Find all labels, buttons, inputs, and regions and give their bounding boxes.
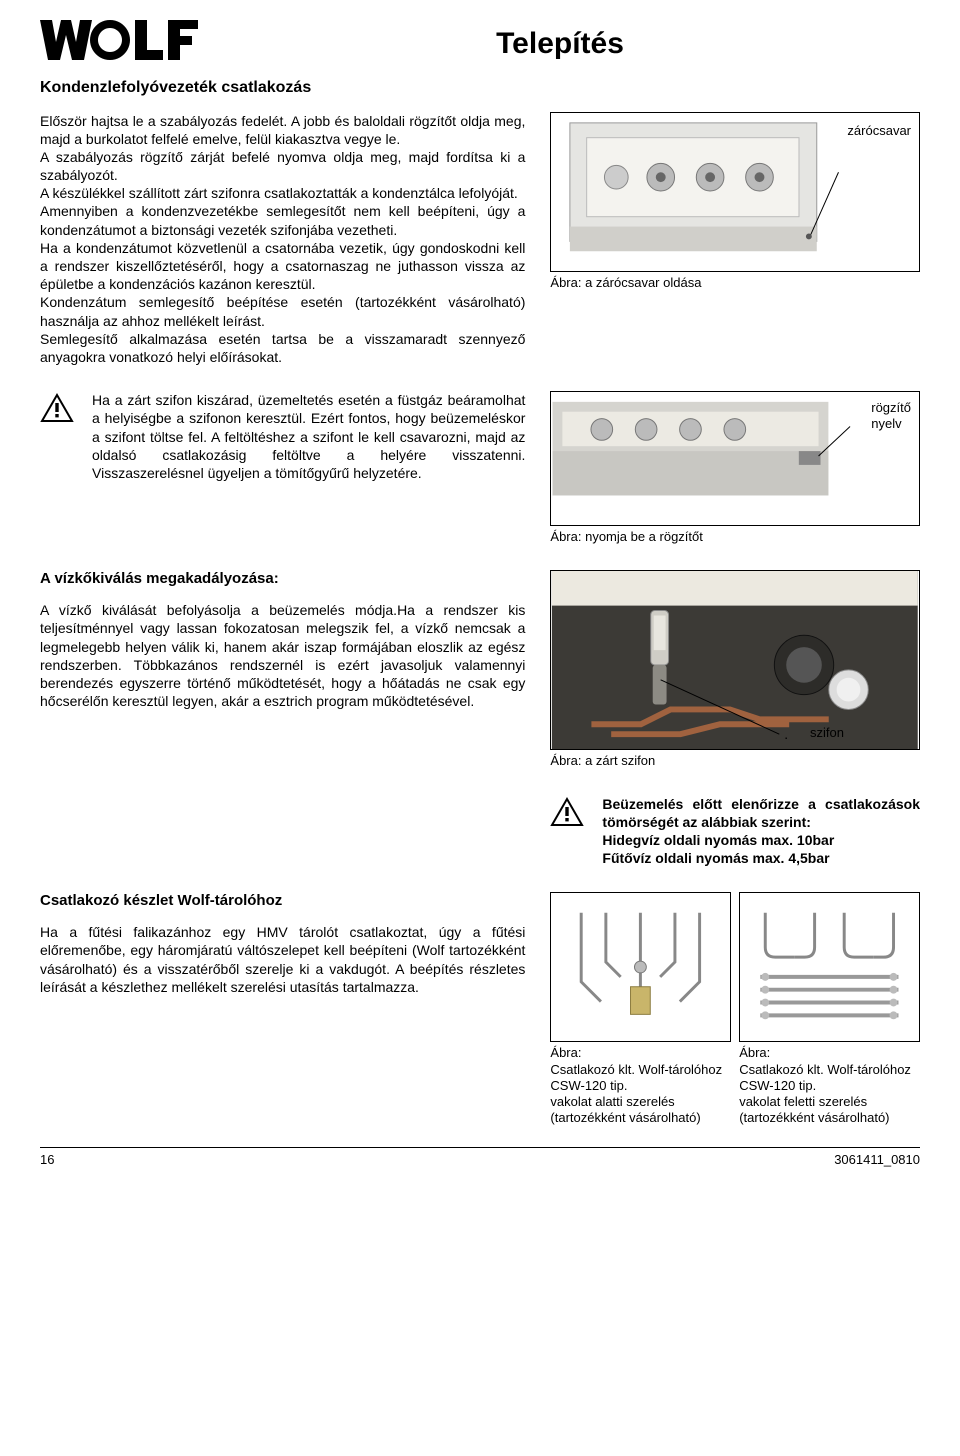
warning-icon <box>40 393 74 482</box>
figure2-label: rögzítő nyelv <box>871 400 911 433</box>
warning1: Ha a zárt szifon kiszárad, üzemeltetés e… <box>40 391 525 482</box>
figure1-label: zárócsavar <box>847 123 911 139</box>
figure2: rögzítő nyelv <box>550 391 920 526</box>
section2-body: A vízkő kiválását befolyásolja a beüzeme… <box>40 601 525 710</box>
figure2-caption: Ábra: nyomja be a rögzítőt <box>550 529 920 545</box>
section1-row: Először hajtsa le a szabályozás fedelét.… <box>40 112 920 367</box>
page-number: 16 <box>40 1152 54 1168</box>
figure3-label: szifon <box>810 725 844 741</box>
doc-id: 3061411_0810 <box>834 1152 920 1168</box>
section1-heading: Kondenzlefolyóvezeték csatlakozás <box>40 78 920 98</box>
warning1-row: Ha a zárt szifon kiszárad, üzemeltetés e… <box>40 391 920 545</box>
section2-heading: A vízkőkiválás megakadályozása: <box>40 570 525 589</box>
section2-row: A vízkőkiválás megakadályozása: A vízkő … <box>40 570 920 769</box>
warning1-text: Ha a zárt szifon kiszárad, üzemeltetés e… <box>92 391 525 482</box>
footer: 16 3061411_0810 <box>40 1147 920 1168</box>
warning2-text: Beüzemelés előtt elenőrizze a csatlakozá… <box>602 795 920 868</box>
svg-text:.: . <box>785 726 789 742</box>
section3-row: Csatlakozó készlet Wolf-tárolóhoz Ha a f… <box>40 892 920 1126</box>
warning-icon <box>550 797 584 868</box>
section3-heading: Csatlakozó készlet Wolf-tárolóhoz <box>40 892 525 911</box>
figure3: . szifon <box>550 570 920 750</box>
figure4a <box>550 892 731 1042</box>
figure3-caption: Ábra: a zárt szifon <box>550 753 920 769</box>
figure4b-caption: Ábra: Csatlakozó klt. Wolf-tárolóhoz CSW… <box>739 1045 920 1126</box>
brand-logo <box>40 20 200 62</box>
header: Telepítés <box>40 20 920 63</box>
section3-body: Ha a fűtési falikazánhoz egy HMV tárolót… <box>40 923 525 996</box>
page-title: Telepítés <box>200 25 920 63</box>
figure4a-caption: Ábra: Csatlakozó klt. Wolf-tárolóhoz CSW… <box>550 1045 731 1126</box>
figure1: zárócsavar <box>550 112 920 272</box>
figure4b <box>739 892 920 1042</box>
warning2-row: Beüzemelés előtt elenőrizze a csatlakozá… <box>40 795 920 868</box>
figure1-caption: Ábra: a zárócsavar oldása <box>550 275 920 291</box>
section1-body: Először hajtsa le a szabályozás fedelét.… <box>40 112 525 367</box>
